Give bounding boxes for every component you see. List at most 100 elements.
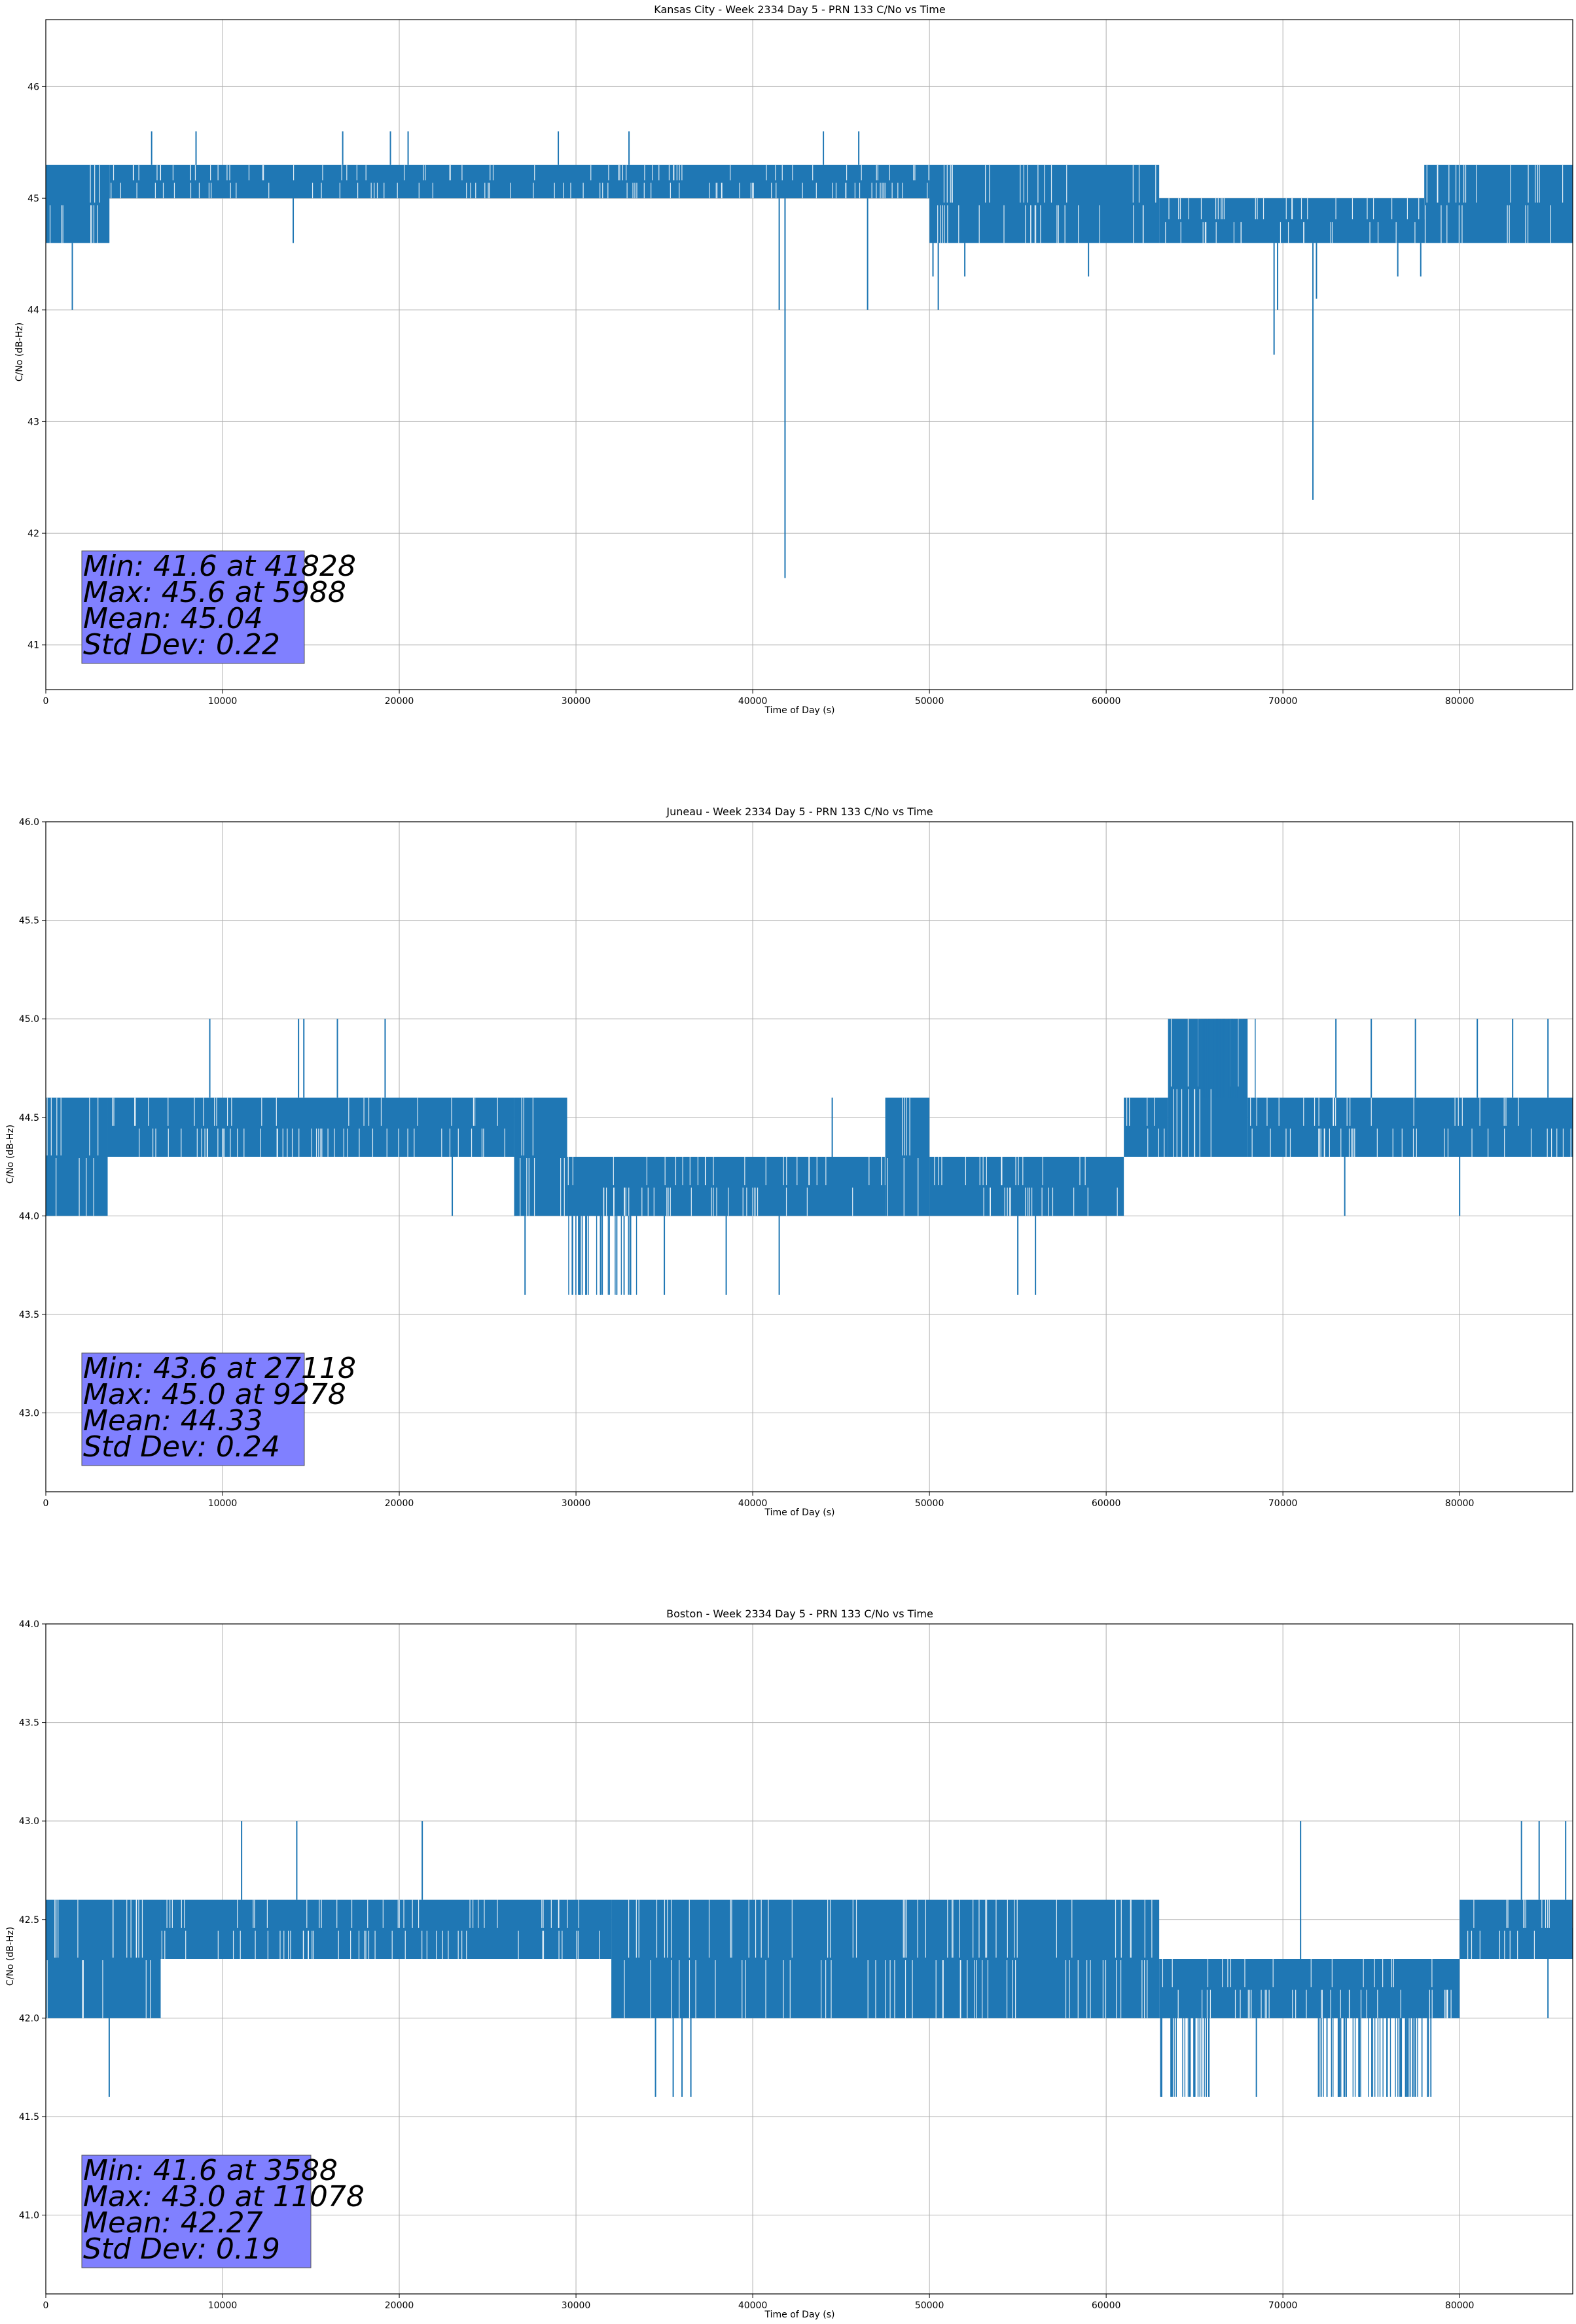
x-tick-label: 10000 — [208, 1498, 238, 1509]
series-gap — [1058, 205, 1059, 243]
series-gap — [751, 183, 753, 199]
series-gap — [291, 1128, 293, 1157]
series-gap — [457, 1128, 459, 1157]
series-gap — [160, 164, 161, 181]
series-gap — [290, 1930, 291, 1959]
x-tick-label: 20000 — [385, 1498, 414, 1509]
series-gap — [327, 1128, 329, 1157]
series-gap — [1126, 1097, 1128, 1126]
series-gap — [1200, 198, 1202, 220]
series-gap — [909, 1097, 910, 1155]
series-gap — [1458, 164, 1460, 203]
series-gap — [947, 1899, 948, 1958]
series-gap — [664, 1157, 666, 1186]
series-gap — [1547, 1128, 1548, 1157]
series-band-segment — [1168, 1019, 1248, 1157]
series-gap — [958, 205, 959, 243]
series-gap — [1446, 205, 1448, 243]
series-gap — [1266, 1097, 1268, 1126]
series-gap — [666, 1188, 668, 1216]
series-gap — [1272, 1959, 1274, 1988]
series-gap — [825, 1157, 827, 1186]
series-gap — [168, 1128, 169, 1157]
series-gap — [570, 183, 571, 199]
series-gap — [194, 164, 196, 181]
series-gap — [753, 183, 754, 199]
series-gap — [829, 1899, 831, 1958]
series-gap — [489, 183, 490, 199]
series-gap — [1525, 205, 1526, 243]
x-tick-label: 40000 — [738, 1498, 768, 1509]
data-series-band — [46, 164, 1573, 243]
series-gap — [1295, 1990, 1297, 2018]
series-gap — [364, 1930, 365, 1959]
series-gap — [50, 1097, 52, 1155]
plot-area: 0 10000 20000 30000 40000 50000 60000 70000 8000… — [27, 19, 1573, 707]
series-gap — [62, 205, 63, 243]
series-gap — [320, 1128, 321, 1157]
series-gap — [884, 183, 886, 199]
series-gap — [1533, 1930, 1535, 1959]
series-gap — [156, 164, 158, 181]
stats-line: Mean: 45.04 — [83, 602, 263, 635]
series-gap — [881, 1157, 882, 1186]
stats-box — [81, 550, 305, 664]
series-gap — [781, 164, 783, 181]
series-band-segment — [160, 1899, 612, 1959]
series-gap — [613, 1157, 614, 1186]
series-gap — [689, 1960, 690, 2018]
series-gap — [641, 1188, 643, 1216]
series-gap — [1447, 1990, 1448, 2018]
series-gap — [647, 1188, 649, 1216]
series-gap — [82, 1960, 83, 2018]
series-gap — [483, 1128, 484, 1157]
series-gap — [397, 1899, 399, 1928]
series-gap — [1471, 1128, 1473, 1157]
y-tick-label: 41.0 — [19, 2211, 39, 2221]
stats-line: Max: 43.0 at 11078 — [83, 2180, 365, 2213]
series-gap — [925, 1899, 926, 1958]
series-gap — [260, 1128, 261, 1157]
data-series-band — [46, 1899, 1573, 2097]
series-gap — [1105, 1960, 1107, 2018]
series-gap — [1168, 198, 1170, 220]
y-tick-label: 45 — [27, 194, 39, 204]
series-gap — [54, 1899, 56, 1958]
series-gap — [550, 1899, 552, 1928]
stats-line: Std Dev: 0.22 — [83, 628, 280, 661]
series-gap — [986, 1157, 987, 1186]
series-gap — [1130, 1899, 1131, 1958]
series-gap — [372, 1128, 374, 1157]
stats-line: Max: 45.6 at 5988 — [83, 576, 346, 609]
series-gap — [1116, 1960, 1117, 2018]
series-gap — [1040, 205, 1041, 243]
series-gap — [164, 1930, 166, 1959]
series-gap — [1217, 198, 1219, 220]
series-gap — [1340, 1128, 1342, 1157]
series-gap — [1444, 1990, 1446, 2018]
series-gap — [1391, 1959, 1392, 1988]
series-gap — [135, 1899, 137, 1958]
series-gap — [564, 1158, 565, 1216]
series-gap — [990, 1188, 991, 1216]
series-band-segment — [1460, 1899, 1573, 1959]
series-gap — [46, 1960, 48, 2018]
series-gap — [94, 164, 96, 203]
series-band-segment — [1124, 1097, 1168, 1157]
series-gap — [982, 1157, 984, 1186]
series-gap — [336, 1899, 338, 1928]
x-tick-label: 10000 — [208, 696, 238, 707]
series-gap — [791, 1899, 793, 1958]
series-gap — [1025, 1188, 1026, 1216]
series-gap — [321, 1899, 322, 1928]
series-gap — [1473, 1899, 1475, 1928]
series-gap — [288, 1930, 289, 1959]
series-gap — [622, 164, 624, 181]
y-tick-label: 44.0 — [19, 1619, 39, 1630]
series-gap — [1333, 1097, 1334, 1126]
y-tick-label: 43.5 — [19, 1718, 39, 1729]
series-gap — [1363, 1959, 1364, 1988]
series-gap — [321, 1128, 323, 1157]
series-gap — [652, 164, 653, 181]
